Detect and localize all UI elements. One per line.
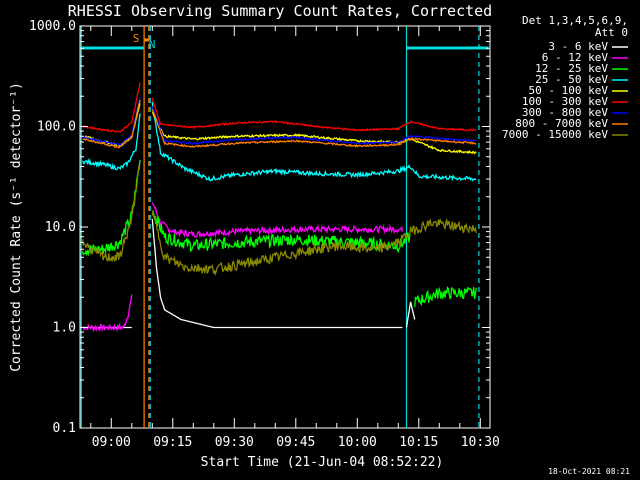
series-line-7: [82, 99, 141, 149]
legend-label: 3 - 6 keV: [548, 40, 608, 53]
series-line-0: [151, 218, 403, 329]
series-line-1: [82, 294, 133, 333]
legend-label: 6 - 12 keV: [542, 51, 609, 64]
legend-label: 12 - 25 keV: [535, 62, 608, 75]
series-line-3: [81, 113, 141, 171]
y-axis-ticks: 0.1 1.0 10.0 100.0 1000.0: [29, 19, 490, 436]
series-line-6: [82, 96, 141, 146]
legend-label: 800 - 7000 keV: [515, 117, 608, 130]
legend-header-line-2: Att 0: [595, 26, 628, 39]
state-bar-label: S: [133, 32, 140, 45]
y-tick-label: 1.0: [53, 321, 76, 336]
state-bar-label: N: [149, 38, 156, 51]
x-tick-label: 09:00: [92, 435, 131, 450]
y-tick-label: 10.0: [45, 220, 76, 235]
series-line-1: [151, 202, 404, 239]
series-line-8: [151, 210, 477, 277]
marker-lines: [80, 26, 480, 428]
y-tick-label: 100.0: [37, 120, 76, 135]
series-line-7: [151, 109, 477, 148]
chart-title: RHESSI Observing Summary Count Rates, Co…: [68, 2, 492, 20]
series-line-2: [414, 286, 477, 308]
series-line-5: [82, 82, 141, 133]
x-tick-label: 10:00: [338, 435, 377, 450]
legend-label: 100 - 300 keV: [522, 95, 608, 108]
x-tick-label: 09:45: [276, 435, 315, 450]
y-axis-label: Corrected Count Rate (s⁻¹ detector⁻¹): [9, 82, 24, 372]
series-line-3: [151, 102, 477, 182]
series-line-8: [81, 164, 141, 263]
y-tick-label: 0.1: [53, 421, 76, 436]
footer-timestamp: 18-Oct-2021 08:21: [548, 467, 630, 476]
series-line-4: [151, 111, 477, 155]
x-tick-label: 10:15: [399, 435, 438, 450]
legend-label: 50 - 100 keV: [529, 84, 609, 97]
legend-label: 7000 - 15000 keV: [502, 128, 608, 141]
series-line-6: [151, 106, 477, 145]
series-line-5: [151, 97, 477, 132]
x-tick-label: 09:15: [153, 435, 192, 450]
series-line-2: [151, 209, 411, 254]
x-axis-label: Start Time (21-Jun-04 08:52:22): [201, 455, 444, 470]
legend-label: 25 - 50 keV: [535, 73, 608, 86]
y-tick-label: 1000.0: [29, 19, 76, 34]
series-lines: [81, 82, 477, 333]
legend-label: 300 - 800 keV: [522, 106, 608, 119]
series-line-0: [405, 301, 416, 328]
x-tick-label: 10:30: [461, 435, 500, 450]
legend-header-line-1: Det 1,3,4,5,6,9,: [522, 14, 628, 27]
x-tick-label: 09:30: [215, 435, 254, 450]
x-axis-ticks: 09:00 09:15 09:30 09:45 10:00 10:15 10:30: [90, 26, 500, 450]
